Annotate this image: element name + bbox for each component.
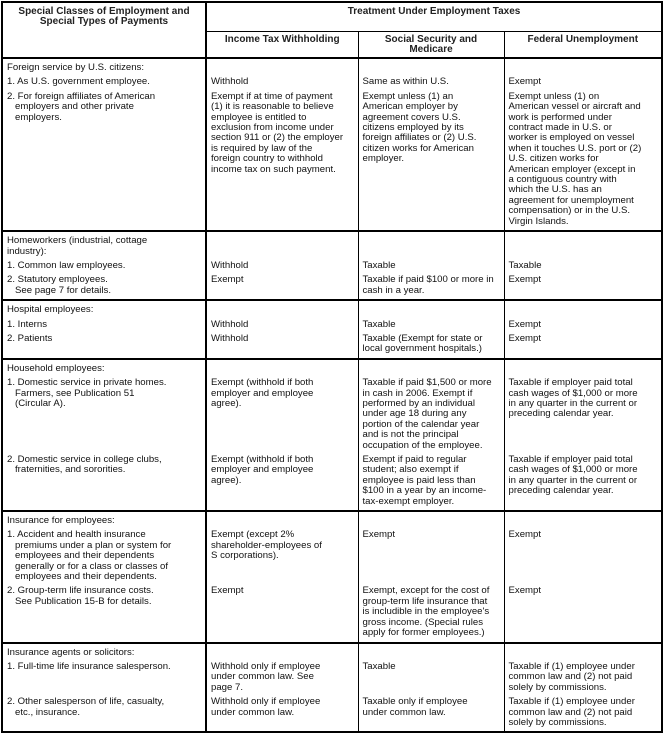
income-tax-cell: Exempt (except 2% shareholder-employees … — [205, 526, 358, 583]
income-tax-cell: Withhold only if employee under common l… — [205, 693, 358, 733]
income-tax-cell: Withhold — [205, 329, 358, 359]
section-title: Insurance agents or solicitors: — [2, 642, 207, 658]
table-row: 2. Patients Withhold Taxable (Exempt for… — [2, 329, 663, 359]
social-security-cell: Exempt if paid to regular student; also … — [357, 451, 504, 512]
income-tax-cell: Withhold — [205, 256, 358, 272]
employment-class: 1. Full-time life insurance salesperson. — [2, 657, 207, 694]
header-income-tax: Income Tax Withholding — [205, 31, 358, 58]
table-row: 1. Domestic service in private homes. Fa… — [2, 374, 663, 451]
futa-cell: Exempt — [503, 315, 663, 330]
income-tax-cell: Exempt (withhold if both employer and em… — [205, 374, 358, 451]
item-label: 1. Interns — [7, 318, 47, 330]
table-row: 2. Statutory employees. See page 7 for d… — [2, 271, 663, 301]
futa-cell: Exempt — [503, 526, 663, 583]
employment-class: 1. As U.S. government employee. — [2, 73, 207, 88]
table-row: 2. Other salesperson of life, casualty, … — [2, 693, 663, 733]
item-label: 1. Accident and health insurance premium… — [7, 529, 172, 583]
item-label: 2. Domestic service in college clubs, fr… — [7, 454, 162, 476]
futa-cell: Exempt — [503, 271, 663, 301]
item-label: 2. Patients — [7, 332, 53, 344]
social-security-cell: Taxable (Exempt for state or local gover… — [357, 329, 504, 359]
section: Homeworkers (industrial, cottage industr… — [2, 231, 663, 301]
employment-class: 2. Group-term life insurance costs. See … — [2, 582, 207, 643]
section: Insurance agents or solicitors: 1. Full-t… — [2, 642, 663, 733]
social-security-cell: Taxable — [357, 315, 504, 330]
section-title: Homeworkers (industrial, cottage industr… — [2, 231, 207, 257]
social-security-cell: Same as within U.S. — [357, 73, 504, 88]
income-tax-cell: Withhold — [205, 73, 358, 88]
item-label: 1. Common law employees. — [7, 259, 126, 271]
income-tax-cell: Exempt — [205, 271, 358, 301]
employment-class: 2. Other salesperson of life, casualty, … — [2, 693, 207, 733]
social-security-cell: Taxable if paid $1,500 or more in cash i… — [357, 374, 504, 451]
section-title: Hospital employees: — [2, 300, 207, 316]
futa-cell: Taxable if (1) employee under common law… — [503, 657, 663, 694]
futa-cell: Exempt unless (1) on American vessel or … — [503, 87, 663, 232]
section: Foreign service by U.S. citizens: 1. As U… — [2, 58, 663, 232]
social-security-cell: Taxable — [357, 256, 504, 272]
social-security-cell: Exempt, except for the cost of group-ter… — [357, 582, 504, 643]
employment-class: 2. Patients — [2, 329, 207, 359]
table-row: 1. Interns Withhold Taxable Exempt — [2, 315, 663, 330]
section-title: Foreign service by U.S. citizens: — [2, 58, 207, 74]
income-tax-cell: Withhold only if employee under common l… — [205, 657, 358, 694]
section: Household employees: 1. Domestic service … — [2, 358, 663, 512]
table-row: 2. Group-term life insurance costs. See … — [2, 582, 663, 643]
header-special-classes: Special Classes of Employment and Specia… — [2, 2, 207, 58]
section: Insurance for employees: 1. Accident and … — [2, 511, 663, 643]
income-tax-cell: Exempt if at time of payment (1) it is r… — [205, 87, 358, 232]
income-tax-cell: Exempt — [205, 582, 358, 643]
employment-class: 2. For foreign affiliates of American em… — [2, 87, 207, 232]
table-row: 2. For foreign affiliates of American em… — [2, 87, 663, 232]
item-label: 1. Domestic service in private homes. Fa… — [7, 377, 167, 409]
social-security-cell: Taxable only if employee under common la… — [357, 693, 504, 733]
social-security-cell: Exempt — [357, 526, 504, 583]
income-tax-cell: Exempt (withhold if both employer and em… — [205, 451, 358, 512]
section-title: Insurance for employees: — [2, 511, 207, 527]
item-label: 2. Statutory employees. See page 7 for d… — [7, 274, 112, 296]
table-row: 1. Common law employees. Withhold Taxabl… — [2, 256, 663, 272]
section-title: Household employees: — [2, 358, 207, 375]
futa-cell: Exempt — [503, 73, 663, 88]
futa-cell: Exempt — [503, 329, 663, 359]
table-row: 2. Domestic service in college clubs, fr… — [2, 451, 663, 512]
header-social-security: Social Security and Medicare — [357, 31, 504, 58]
social-security-cell: Taxable — [357, 657, 504, 694]
futa-cell: Taxable if employer paid total cash wage… — [503, 451, 663, 512]
employment-class: 1. Interns — [2, 315, 207, 330]
employment-class: 1. Domestic service in private homes. Fa… — [2, 374, 207, 451]
income-tax-cell: Withhold — [205, 315, 358, 330]
table-row: 1. Full-time life insurance salesperson.… — [2, 657, 663, 694]
employment-class: 2. Domestic service in college clubs, fr… — [2, 451, 207, 512]
futa-cell: Exempt — [503, 582, 663, 643]
employment-class: 2. Statutory employees. See page 7 for d… — [2, 271, 207, 301]
futa-cell: Taxable if (1) employee under common law… — [503, 693, 663, 733]
item-label: 2. For foreign affiliates of American em… — [7, 90, 156, 123]
table-row: 1. Accident and health insurance premium… — [2, 526, 663, 583]
futa-cell: Taxable — [503, 256, 663, 272]
social-security-cell: Exempt unless (1) an American employer b… — [357, 87, 504, 232]
futa-cell: Taxable if employer paid total cash wage… — [503, 374, 663, 451]
header-futa: Federal Unemployment — [503, 31, 663, 58]
header-treatment: Treatment Under Employment Taxes — [205, 2, 663, 32]
section: Hospital employees: 1. Interns Withhold T… — [2, 300, 663, 359]
employment-class: 1. Common law employees. — [2, 256, 207, 272]
item-label: 2. Other salesperson of life, casualty, … — [7, 696, 165, 718]
table-row: 1. As U.S. government employee. Withhold… — [2, 73, 663, 88]
item-label: 2. Group-term life insurance costs. See … — [7, 585, 154, 607]
item-label: 1. As U.S. government employee. — [7, 76, 150, 88]
social-security-cell: Taxable if paid $100 or more in cash in … — [357, 271, 504, 301]
item-label: 1. Full-time life insurance salesperson. — [7, 660, 171, 672]
employment-class: 1. Accident and health insurance premium… — [2, 526, 207, 583]
